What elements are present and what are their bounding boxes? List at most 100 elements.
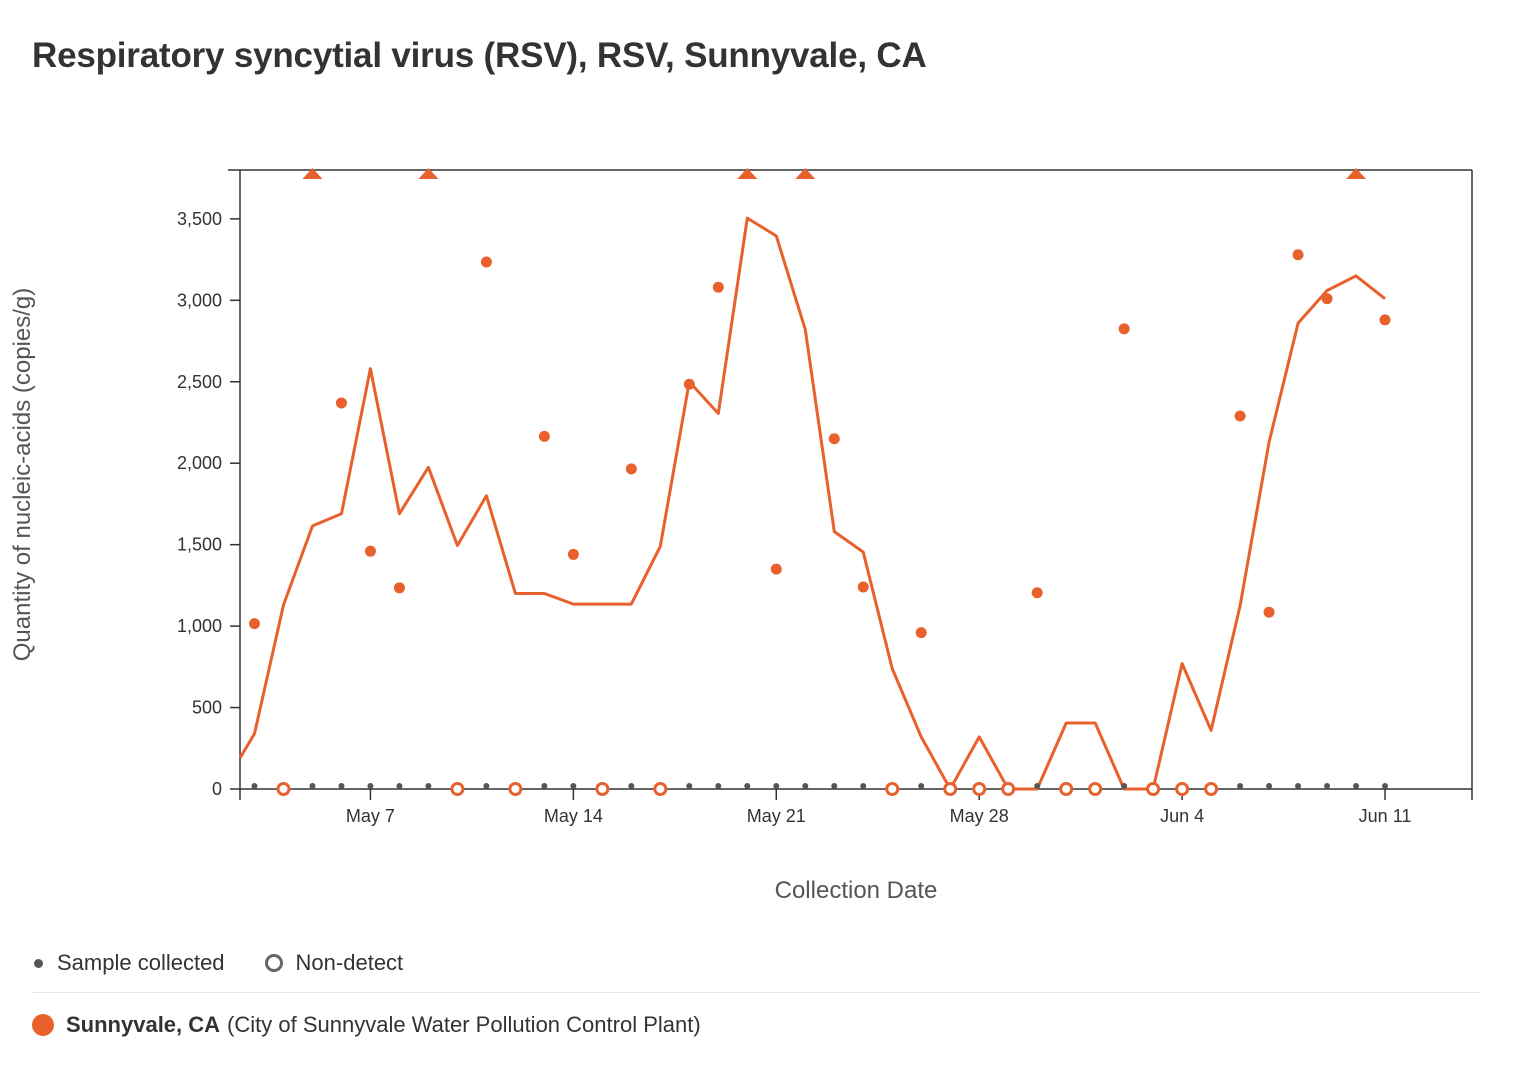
non-detect-point[interactable] — [885, 782, 900, 796]
legend-divider — [32, 992, 1480, 993]
site-name: Sunnyvale, CA — [66, 1012, 221, 1037]
off-scale-marker[interactable] — [302, 168, 323, 179]
sample-collected-marker — [1121, 783, 1128, 789]
y-tick-label: 1,500 — [177, 535, 222, 555]
data-point[interactable] — [1379, 314, 1391, 326]
sample-collected-marker — [744, 783, 751, 789]
non-detect-point[interactable] — [508, 782, 523, 796]
sample-collected-marker — [251, 783, 258, 789]
non-detect-point[interactable] — [1001, 782, 1016, 796]
data-point[interactable] — [857, 581, 869, 593]
data-point[interactable] — [393, 582, 405, 594]
trend-line — [238, 216, 1386, 791]
data-point[interactable] — [1321, 293, 1333, 305]
legend-non-detect-label: Non-detect — [295, 950, 404, 975]
data-point[interactable] — [335, 397, 347, 409]
data-point[interactable] — [1118, 323, 1130, 335]
x-tick-label: May 28 — [950, 806, 1009, 826]
x-axis: May 7 May 14 May 21 May 28 Jun 4 Jun 11 — [346, 789, 1411, 826]
sample-collected-marker — [831, 783, 838, 789]
site-color-dot-icon — [32, 1014, 54, 1036]
data-point[interactable] — [1031, 587, 1043, 599]
sample-collected-marker — [541, 783, 548, 789]
data-point[interactable] — [1263, 606, 1275, 618]
non-detect-point[interactable] — [1175, 782, 1190, 796]
sample-collected-marker — [396, 783, 403, 789]
off-scale-marker[interactable] — [795, 168, 816, 179]
sample-layer — [248, 168, 1391, 796]
data-point[interactable] — [364, 545, 376, 557]
sample-collected-marker — [483, 783, 490, 789]
sample-collected-marker — [715, 783, 722, 789]
site-legend-item[interactable]: Sunnyvale, CA (City of Sunnyvale Water P… — [32, 1012, 701, 1038]
sample-collected-marker — [1034, 783, 1041, 789]
plot-frame — [228, 169, 1473, 800]
off-scale-marker[interactable] — [418, 168, 439, 179]
data-point[interactable] — [625, 463, 637, 475]
non-detect-ring-icon — [264, 954, 283, 972]
sample-collected-marker — [1353, 783, 1360, 789]
x-tick-label: Jun 4 — [1160, 806, 1204, 826]
sample-collected-marker — [860, 783, 867, 789]
non-detect-point[interactable] — [450, 782, 465, 796]
y-axis-title: Quantity of nucleic-acids (copies/g) — [9, 288, 36, 662]
trend-layer — [238, 216, 1386, 791]
y-tick-label: 3,500 — [177, 209, 222, 229]
chart-svg: 0 500 1,000 1,500 2,000 2,500 3,000 3,500 May 7… — [9, 168, 1473, 904]
data-point[interactable] — [683, 378, 695, 390]
x-tick-label: Jun 11 — [1359, 806, 1412, 826]
non-detect-point[interactable] — [1146, 782, 1161, 796]
site-detail: (City of Sunnyvale Water Pollution Contr… — [227, 1012, 701, 1037]
data-point[interactable] — [828, 433, 840, 445]
non-detect-point[interactable] — [276, 782, 291, 796]
data-point[interactable] — [770, 563, 782, 575]
y-tick-label: 0 — [212, 779, 222, 799]
sample-collected-marker — [773, 783, 780, 789]
y-tick-label: 1,000 — [177, 616, 222, 636]
non-detect-point[interactable] — [595, 782, 610, 796]
non-detect-point[interactable] — [1088, 782, 1103, 796]
legend-sample-label: Sample collected — [57, 950, 225, 975]
legend: Sample collected Non-detect — [34, 950, 443, 976]
y-tick-label: 500 — [192, 698, 222, 718]
y-tick-label: 3,000 — [177, 290, 222, 310]
data-point[interactable] — [915, 627, 927, 639]
x-tick-label: May 21 — [747, 806, 806, 826]
sample-collected-marker — [367, 783, 374, 789]
sample-collected-marker — [802, 783, 809, 789]
sample-collected-marker — [1295, 783, 1302, 789]
sample-collected-marker — [628, 783, 635, 789]
data-point[interactable] — [1292, 249, 1304, 261]
data-point[interactable] — [1234, 410, 1246, 422]
non-detect-point[interactable] — [972, 782, 987, 796]
y-tick-label: 2,000 — [177, 453, 222, 473]
sample-collected-marker — [570, 783, 577, 789]
sample-collected-marker — [1266, 783, 1273, 789]
sample-collected-marker — [338, 783, 345, 789]
data-point[interactable] — [248, 618, 260, 630]
sample-collected-marker — [1382, 783, 1389, 789]
data-point[interactable] — [712, 281, 724, 293]
x-tick-label: May 7 — [346, 806, 395, 826]
legend-sample-collected[interactable]: Sample collected — [34, 950, 225, 976]
chart-title: Respiratory syncytial virus (RSV), RSV, … — [32, 36, 927, 75]
sample-collected-marker — [686, 783, 693, 789]
data-point[interactable] — [480, 256, 492, 268]
sample-collected-marker — [1237, 783, 1244, 789]
legend-non-detect[interactable]: Non-detect — [264, 950, 404, 976]
non-detect-point[interactable] — [943, 782, 958, 796]
non-detect-point[interactable] — [1059, 782, 1074, 796]
sample-collected-marker — [918, 783, 925, 789]
non-detect-point[interactable] — [1204, 782, 1219, 796]
data-point[interactable] — [567, 548, 579, 560]
non-detect-point[interactable] — [653, 782, 668, 796]
y-axis: 0 500 1,000 1,500 2,000 2,500 3,000 3,500 — [177, 209, 240, 799]
sample-collected-marker — [309, 783, 316, 789]
y-tick-label: 2,500 — [177, 372, 222, 392]
sample-collected-marker — [1324, 783, 1331, 789]
off-scale-marker[interactable] — [737, 168, 758, 179]
x-tick-label: May 14 — [544, 806, 603, 826]
off-scale-marker[interactable] — [1346, 168, 1367, 179]
data-point[interactable] — [538, 430, 550, 442]
sample-dot-icon — [34, 958, 43, 968]
